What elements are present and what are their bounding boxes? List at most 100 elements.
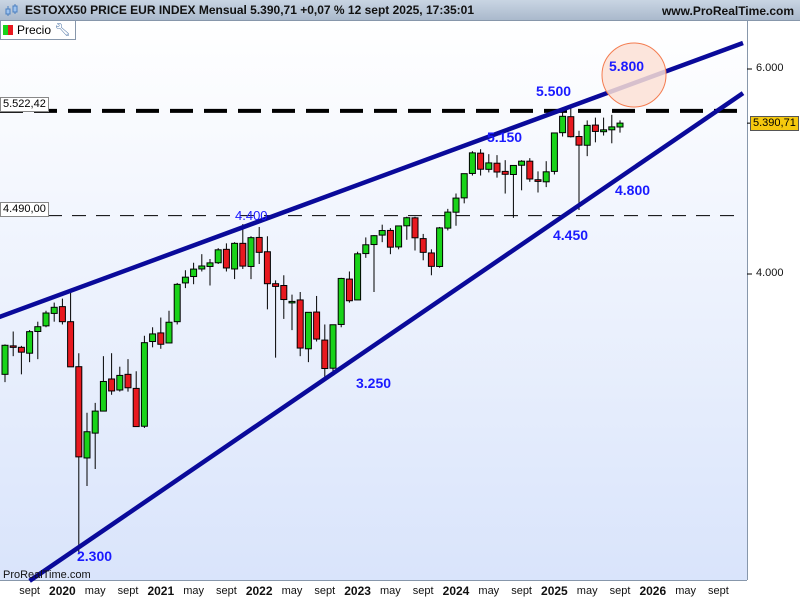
candle-body — [419, 238, 427, 253]
candle — [124, 359, 132, 392]
candle — [468, 151, 476, 176]
candle — [239, 224, 247, 269]
candle — [526, 158, 534, 182]
candle-body — [9, 345, 17, 348]
price-legend[interactable]: Precio 🔧︎ — [0, 21, 76, 40]
x-tick-label: 2020 — [49, 584, 76, 598]
color-swatch-icon — [3, 25, 13, 35]
x-tick-label: may — [675, 585, 696, 597]
watermark: ProRealTime.com — [3, 569, 91, 581]
candle — [403, 216, 411, 240]
x-tick-label: may — [478, 585, 500, 597]
candle-body — [460, 173, 468, 199]
candle-body — [542, 171, 550, 183]
site-link[interactable]: www.ProRealTime.com — [661, 4, 794, 18]
candle-body — [108, 378, 116, 392]
candle — [34, 321, 42, 360]
x-tick-label: 2023 — [344, 584, 371, 598]
x-tick-label: 2021 — [147, 584, 175, 598]
candle-body — [157, 332, 165, 345]
candle-body — [427, 252, 435, 267]
candle-body — [181, 276, 189, 284]
candle-body — [600, 129, 608, 133]
annotation-label: 3.250 — [356, 375, 392, 391]
candle — [419, 233, 427, 261]
candle — [370, 235, 378, 293]
candle-body — [378, 230, 386, 236]
candle-body — [550, 132, 558, 172]
candle-body — [173, 283, 181, 323]
candle — [198, 254, 206, 272]
candle — [149, 327, 157, 348]
candle-body — [354, 253, 362, 301]
x-tick-label: sept — [511, 585, 532, 597]
candle — [1, 344, 9, 383]
lower-channel-line — [28, 91, 745, 583]
candle-body — [222, 248, 230, 269]
candle-body — [272, 283, 280, 287]
candle-body — [99, 380, 107, 412]
candle — [222, 243, 230, 272]
candle — [313, 295, 321, 342]
candle-body — [370, 235, 378, 246]
candle — [181, 270, 189, 289]
candle — [17, 345, 25, 375]
candle — [378, 224, 386, 243]
candle-body — [304, 311, 312, 350]
x-tick-label: may — [183, 585, 204, 597]
candle — [427, 249, 435, 276]
candle-body — [91, 410, 99, 434]
candle-body — [386, 229, 394, 248]
x-tick-label: 2025 — [541, 584, 568, 598]
candle-body — [206, 262, 214, 267]
candle-body — [526, 160, 534, 180]
candle — [542, 161, 550, 188]
candle — [386, 228, 394, 255]
candle-body — [608, 126, 616, 131]
x-tick-label: sept — [609, 585, 631, 597]
x-tick-label: sept — [19, 585, 40, 597]
candle-body — [567, 116, 575, 138]
title-bar: ESTOXX50 PRICE EUR INDEX Mensual 5.390,7… — [0, 0, 800, 21]
candle-body — [132, 387, 140, 428]
candle-body — [124, 373, 132, 389]
candle — [288, 294, 296, 331]
last-price-tag: 5.390,71 — [750, 116, 799, 131]
candle — [608, 114, 616, 144]
plot-area — [0, 21, 747, 580]
annotation-label: 5.500 — [536, 83, 572, 99]
candle-body — [280, 285, 288, 301]
candle-body — [493, 162, 501, 173]
candle-body — [313, 311, 321, 340]
candle-body — [395, 225, 403, 248]
candle-body — [247, 237, 255, 267]
wrench-icon[interactable]: 🔧︎ — [54, 22, 71, 37]
candle-body — [58, 306, 66, 323]
candle — [83, 412, 91, 487]
hline-tag-resistance: 5.522,42 — [0, 97, 49, 112]
candle-body — [452, 197, 460, 213]
x-tick-label: 2022 — [245, 584, 273, 598]
candle — [173, 282, 181, 325]
candle — [501, 160, 509, 194]
candle — [460, 173, 468, 204]
candle-body — [583, 124, 591, 146]
candle-body — [26, 331, 34, 354]
candle — [263, 236, 271, 310]
candle-body — [501, 170, 509, 175]
candle-body — [534, 179, 542, 182]
annotation-label: 4.800 — [615, 182, 651, 198]
candle — [206, 259, 214, 286]
candle-body — [616, 122, 624, 128]
candle-body — [140, 342, 148, 427]
candle-body — [444, 211, 452, 229]
candle — [108, 353, 116, 395]
candle — [26, 330, 34, 363]
x-tick-label: sept — [117, 585, 139, 597]
candle-body — [75, 366, 83, 458]
candle-body — [509, 164, 517, 175]
candle — [272, 280, 280, 358]
candle — [591, 117, 599, 143]
candle — [575, 130, 583, 210]
